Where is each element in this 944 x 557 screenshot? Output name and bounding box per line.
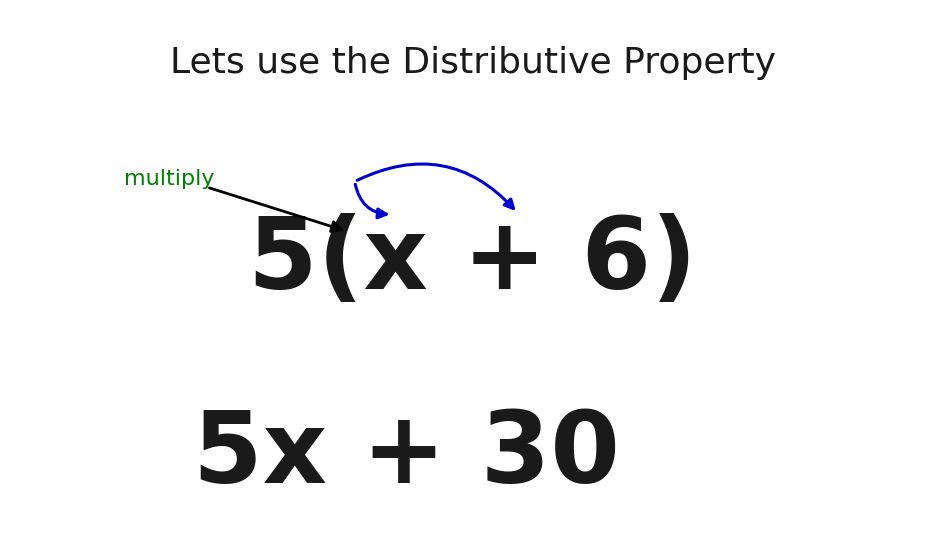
Text: 5(x + 6): 5(x + 6)	[247, 213, 697, 310]
Text: 5x + 30: 5x + 30	[193, 407, 619, 504]
Text: Lets use the Distributive Property: Lets use the Distributive Property	[169, 46, 775, 80]
Text: multiply: multiply	[124, 169, 214, 189]
